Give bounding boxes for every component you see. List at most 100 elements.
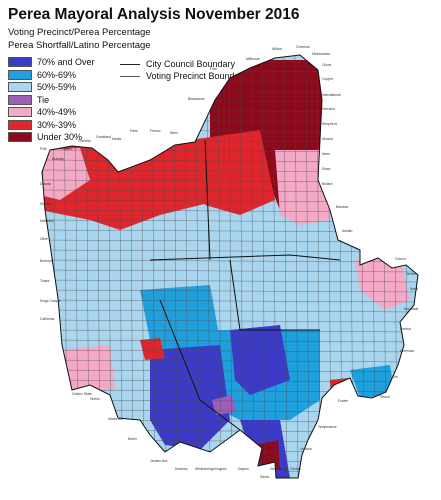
legend-label: 70% and Over bbox=[37, 57, 95, 67]
precinct-boundary bbox=[42, 379, 418, 383]
precinct-boundary bbox=[42, 449, 418, 453]
precinct-boundary bbox=[42, 59, 418, 63]
region-40-49-east bbox=[355, 258, 410, 310]
council-boundaries bbox=[149, 139, 341, 431]
legend-label: 30%-39% bbox=[37, 119, 77, 130]
city-outline bbox=[41, 54, 419, 479]
precinct-boundary bbox=[415, 55, 418, 478]
street-label: Temperance bbox=[318, 425, 337, 429]
street-label: Bullard bbox=[322, 182, 333, 186]
street-label: Jensen bbox=[406, 272, 417, 276]
precinct-boundary bbox=[217, 55, 222, 478]
street-label: Cornelia bbox=[78, 139, 91, 143]
council-boundary-line bbox=[149, 254, 341, 261]
legend-item: 70% and Over bbox=[8, 56, 95, 68]
street-label: Palm bbox=[130, 129, 138, 133]
legend-item: 60%-69% bbox=[8, 69, 95, 81]
region-40-49-northeast bbox=[275, 150, 330, 225]
street-label: Ashlan bbox=[342, 229, 352, 233]
precinct-boundary bbox=[42, 389, 418, 393]
street-label: Butler bbox=[128, 437, 138, 441]
street-label: Ventura bbox=[300, 447, 312, 451]
street-label: Jensen Ave bbox=[150, 459, 168, 463]
legend-item: 50%-59% bbox=[8, 81, 95, 93]
legend-label: Tie bbox=[37, 94, 50, 105]
legend-label: 50%-59% bbox=[37, 82, 77, 92]
street-label: Nees bbox=[322, 152, 330, 156]
legend-item: Tie bbox=[8, 94, 95, 106]
precinct-boundary bbox=[272, 55, 277, 478]
precinct-boundary bbox=[40, 480, 420, 482]
precinct-boundary bbox=[42, 289, 418, 293]
street-label: American bbox=[400, 349, 414, 353]
street-label: Hayes bbox=[62, 147, 72, 151]
street-label: Dayton bbox=[238, 467, 249, 471]
legend-item: 40%-49% bbox=[8, 106, 95, 118]
street-label: Annadale bbox=[404, 307, 418, 311]
legend-swatch bbox=[8, 107, 32, 117]
street-label: Elm bbox=[392, 375, 398, 379]
precinct-boundary bbox=[261, 55, 266, 478]
precinct-boundary bbox=[294, 55, 299, 478]
precinct-boundary bbox=[42, 359, 418, 363]
precinct-boundary bbox=[42, 249, 418, 253]
precinct-boundary-label: Voting Precinct Boundary bbox=[146, 71, 248, 81]
street-label: Fowler bbox=[338, 399, 349, 403]
street-label: Herndon bbox=[322, 107, 335, 111]
legend-swatch bbox=[8, 82, 32, 92]
map-title: Perea Mayoral Analysis November 2016 bbox=[8, 6, 300, 23]
region-60-69-far-east bbox=[350, 365, 395, 398]
legend-swatch bbox=[8, 119, 32, 130]
legend-item: Under 30% bbox=[8, 131, 95, 143]
street-label: Sierra bbox=[260, 475, 269, 479]
precinct-boundary bbox=[42, 309, 418, 313]
precinct-boundary bbox=[283, 55, 288, 478]
council-boundary-line-sample bbox=[120, 63, 140, 65]
council-boundary-legend-item: City Council Boundary bbox=[120, 58, 247, 70]
street-label: Clovis bbox=[322, 63, 332, 67]
street-label: Marks bbox=[112, 137, 122, 141]
street-label: Shields bbox=[40, 202, 51, 206]
street-label: Shepherd bbox=[322, 122, 337, 126]
precinct-boundary bbox=[42, 319, 418, 323]
street-label: Tulare bbox=[40, 279, 50, 283]
legend-label: 60%-69% bbox=[37, 69, 77, 80]
region-30-39-east-spot bbox=[330, 378, 350, 398]
street-label: Polk bbox=[40, 147, 47, 151]
street-label: Grantland bbox=[96, 135, 111, 139]
street-label: Church bbox=[395, 257, 406, 261]
council-boundary-label: City Council Boundary bbox=[146, 59, 236, 69]
street-label: Peach bbox=[380, 395, 390, 399]
street-labels: Polk Brawley Hayes Cornelia Grantland Marks Pa… bbox=[40, 45, 418, 479]
precinct-boundary bbox=[42, 439, 418, 443]
precinct-boundary bbox=[42, 55, 46, 478]
street-label: Minnewawa bbox=[312, 52, 330, 56]
legend-swatch bbox=[8, 57, 32, 67]
region-tie bbox=[212, 395, 236, 415]
map-subtitle-line1: Voting Precinct/Perea Percentage bbox=[8, 27, 151, 38]
precinct-boundary bbox=[206, 55, 211, 478]
street-label: Hinton bbox=[90, 397, 100, 401]
street-label: Belmont bbox=[40, 259, 52, 263]
street-label: Marks Ave bbox=[108, 417, 124, 421]
region-70-plus-south bbox=[150, 345, 230, 450]
council-boundary-line bbox=[204, 139, 211, 261]
street-label: Gettysburg bbox=[270, 467, 287, 471]
precinct-boundary bbox=[42, 269, 418, 273]
street-label: Barstow bbox=[336, 205, 349, 209]
precinct-boundary bbox=[42, 329, 418, 333]
precinct-boundary-legend-item: Voting Precinct Boundary bbox=[120, 70, 247, 82]
street-label: Alluvial bbox=[322, 137, 333, 141]
street-label: Olive bbox=[40, 237, 48, 241]
precinct-boundary bbox=[239, 55, 244, 478]
street-label: Kings Canyon bbox=[40, 299, 61, 303]
street-label: Hughes bbox=[215, 467, 227, 471]
map-subtitle-line2: Perea Shortfall/Latino Percentage bbox=[8, 40, 151, 51]
precinct-boundary bbox=[42, 69, 418, 73]
boundary-legend: City Council Boundary Voting Precinct Bo… bbox=[120, 58, 247, 82]
street-label: Chestnut bbox=[296, 45, 310, 49]
precinct-boundary bbox=[42, 299, 418, 303]
street-label: California bbox=[40, 317, 54, 321]
precinct-boundary bbox=[42, 279, 418, 283]
